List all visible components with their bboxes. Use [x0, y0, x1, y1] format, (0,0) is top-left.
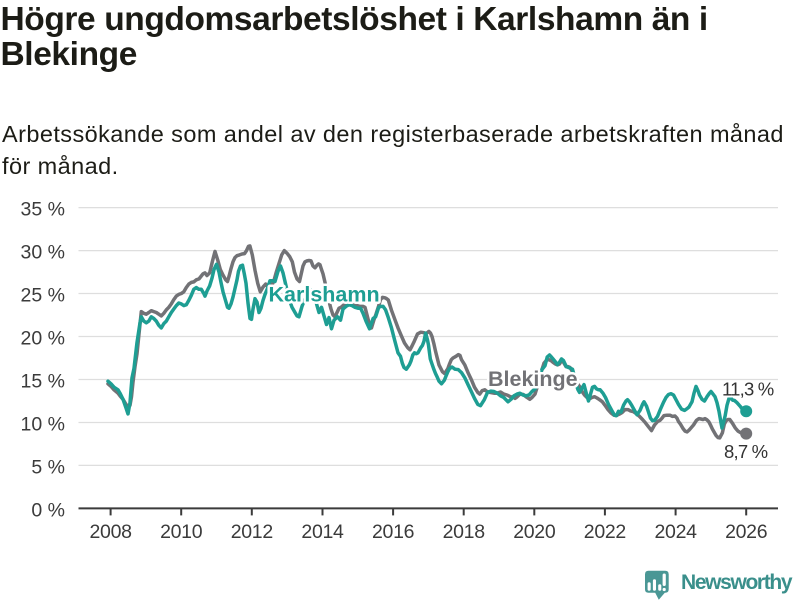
svg-text:Blekinge: Blekinge	[488, 367, 578, 391]
svg-text:5 %: 5 %	[31, 456, 65, 478]
svg-text:30 %: 30 %	[21, 242, 65, 264]
svg-text:2010: 2010	[160, 521, 203, 543]
svg-text:0 %: 0 %	[31, 499, 65, 521]
svg-text:2020: 2020	[513, 521, 556, 543]
svg-text:15 %: 15 %	[21, 371, 65, 393]
svg-text:2022: 2022	[584, 521, 626, 543]
svg-text:25 %: 25 %	[21, 285, 65, 307]
svg-text:2014: 2014	[301, 521, 344, 543]
svg-text:2016: 2016	[372, 521, 414, 543]
svg-text:35 %: 35 %	[21, 199, 65, 221]
svg-text:2012: 2012	[231, 521, 273, 543]
svg-text:10 %: 10 %	[21, 414, 65, 436]
svg-text:8,7 %: 8,7 %	[724, 441, 768, 462]
svg-text:Newsworthy: Newsworthy	[681, 571, 793, 594]
svg-text:11,3 %: 11,3 %	[722, 379, 774, 400]
svg-text:Karlshamn: Karlshamn	[269, 283, 380, 307]
svg-text:2026: 2026	[725, 521, 767, 543]
svg-text:2008: 2008	[90, 521, 132, 543]
svg-text:2024: 2024	[655, 521, 698, 543]
svg-text:20 %: 20 %	[21, 328, 65, 350]
svg-text:2018: 2018	[443, 521, 485, 543]
